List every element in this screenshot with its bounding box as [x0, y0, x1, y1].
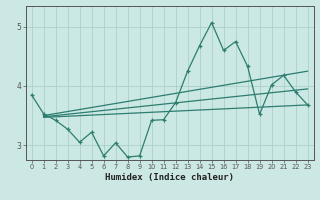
X-axis label: Humidex (Indice chaleur): Humidex (Indice chaleur) — [105, 173, 234, 182]
